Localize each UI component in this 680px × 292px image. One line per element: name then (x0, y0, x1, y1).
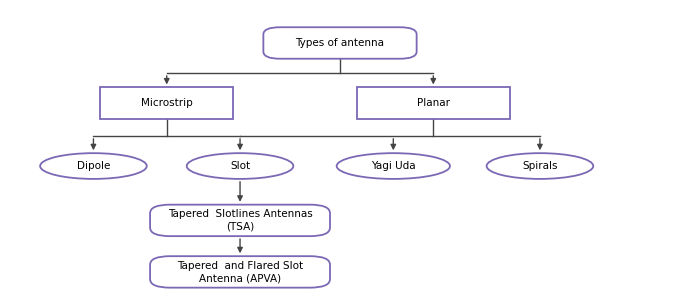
Text: Slot: Slot (230, 161, 250, 171)
FancyBboxPatch shape (150, 256, 330, 288)
Ellipse shape (40, 153, 147, 179)
FancyBboxPatch shape (357, 87, 510, 119)
Ellipse shape (487, 153, 593, 179)
FancyBboxPatch shape (150, 205, 330, 236)
Text: Spirals: Spirals (522, 161, 558, 171)
Ellipse shape (187, 153, 293, 179)
Text: Yagi Uda: Yagi Uda (371, 161, 415, 171)
Text: Tapered  and Flared Slot
Antenna (APVA): Tapered and Flared Slot Antenna (APVA) (177, 261, 303, 283)
FancyBboxPatch shape (263, 27, 417, 59)
Ellipse shape (337, 153, 450, 179)
FancyBboxPatch shape (100, 87, 233, 119)
Text: Microstrip: Microstrip (141, 98, 192, 108)
Text: Dipole: Dipole (77, 161, 110, 171)
Text: Planar: Planar (417, 98, 449, 108)
Text: Tapered  Slotlines Antennas
(TSA): Tapered Slotlines Antennas (TSA) (168, 209, 312, 232)
Text: Types of antenna: Types of antenna (296, 38, 384, 48)
